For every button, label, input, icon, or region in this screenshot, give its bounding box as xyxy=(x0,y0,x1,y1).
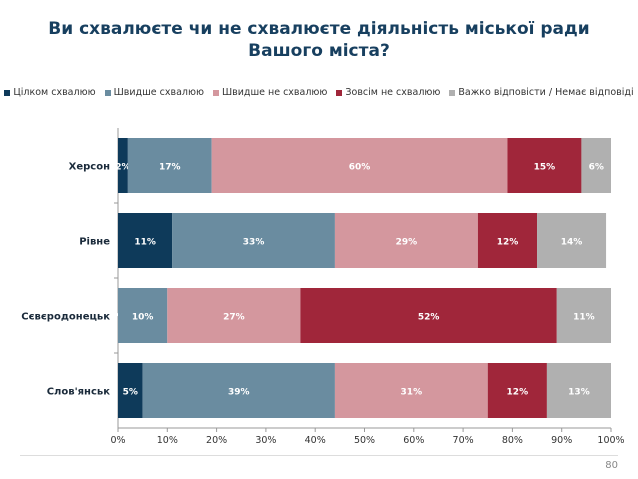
data-label: 27% xyxy=(223,313,245,323)
category-label: Сєвєродонецьк xyxy=(21,312,110,323)
bar-segment xyxy=(172,213,335,268)
data-label: 39% xyxy=(228,388,250,398)
data-label: 14% xyxy=(561,238,583,248)
legend-label: Важко відповісти / Немає відповіді xyxy=(458,87,634,98)
bar-segment xyxy=(537,213,607,268)
x-tick-label: 100% xyxy=(597,435,624,446)
data-label: 5% xyxy=(123,388,138,398)
data-label: 17% xyxy=(159,163,181,173)
legend-swatch xyxy=(449,89,456,96)
legend-label: Цілком схвалюю xyxy=(13,87,96,98)
legend-item: Цілком схвалюю xyxy=(4,87,96,98)
legend-item: Важко відповісти / Немає відповіді xyxy=(449,87,634,98)
data-label: 52% xyxy=(418,313,440,323)
bar-segment xyxy=(118,363,143,418)
data-label: 29% xyxy=(396,238,418,248)
bar-segment xyxy=(507,138,582,193)
legend-label: Швидше схвалюю xyxy=(113,87,204,98)
footer-divider xyxy=(20,455,618,456)
legend-label: Зовсім не схвалюю xyxy=(345,87,441,98)
data-label: 12% xyxy=(507,388,529,398)
data-label: 31% xyxy=(401,388,423,398)
bar-segment xyxy=(118,138,128,193)
data-label: 33% xyxy=(243,238,265,248)
bar-segment xyxy=(334,213,478,268)
data-label: 6% xyxy=(589,163,604,173)
page-number: 80 xyxy=(605,460,618,471)
legend-swatch xyxy=(212,89,219,96)
x-tick-label: 60% xyxy=(403,435,424,446)
legend: Цілком схвалюю Швидше схвалюю Швидше не сх… xyxy=(0,87,638,98)
legend-item: Зовсім не схвалюю xyxy=(336,87,440,98)
data-label: 60% xyxy=(349,163,371,173)
bar-segment xyxy=(118,213,173,268)
x-tick-label: 70% xyxy=(453,435,474,446)
bar-segment xyxy=(556,288,611,343)
legend-swatch xyxy=(104,89,111,96)
data-label: 13% xyxy=(568,388,590,398)
bar-segment xyxy=(546,363,611,418)
x-tick-label: 20% xyxy=(206,435,227,446)
x-tick-label: 80% xyxy=(502,435,523,446)
legend-swatch xyxy=(336,89,343,96)
x-tick-label: 30% xyxy=(255,435,276,446)
data-label: 2% xyxy=(115,163,130,173)
data-label: 11% xyxy=(134,238,156,248)
x-tick-label: 50% xyxy=(354,435,375,446)
x-tick-label: 90% xyxy=(551,435,572,446)
bar-segment xyxy=(211,138,508,193)
bar-segment xyxy=(300,288,557,343)
category-label: Херсон xyxy=(69,162,110,173)
data-label: 10% xyxy=(132,313,154,323)
bar-segment xyxy=(334,363,488,418)
bar-segment xyxy=(118,288,168,343)
data-label: 11% xyxy=(573,313,595,323)
bar-segment xyxy=(167,288,301,343)
x-tick-label: 10% xyxy=(157,435,178,446)
data-label: 15% xyxy=(534,163,556,173)
bar-segment xyxy=(142,363,335,418)
legend-swatch xyxy=(4,89,11,96)
legend-item: Швидше схвалюю xyxy=(104,87,204,98)
category-label: Слов'янськ xyxy=(47,387,111,398)
bar-segment xyxy=(477,213,538,268)
legend-label: Швидше не схвалюю xyxy=(221,87,328,98)
data-label: 12% xyxy=(497,238,519,248)
category-label: Рівне xyxy=(79,237,110,248)
bar-segment xyxy=(487,363,547,418)
chart-title: Ви схвалюєте чи не схвалюєте діяльність … xyxy=(48,19,590,61)
bar-segment xyxy=(127,138,212,193)
x-tick-label: 0% xyxy=(110,435,125,446)
x-tick-label: 40% xyxy=(305,435,326,446)
legend-item: Швидше не схвалюю xyxy=(212,87,328,98)
bar-segment xyxy=(581,138,611,193)
